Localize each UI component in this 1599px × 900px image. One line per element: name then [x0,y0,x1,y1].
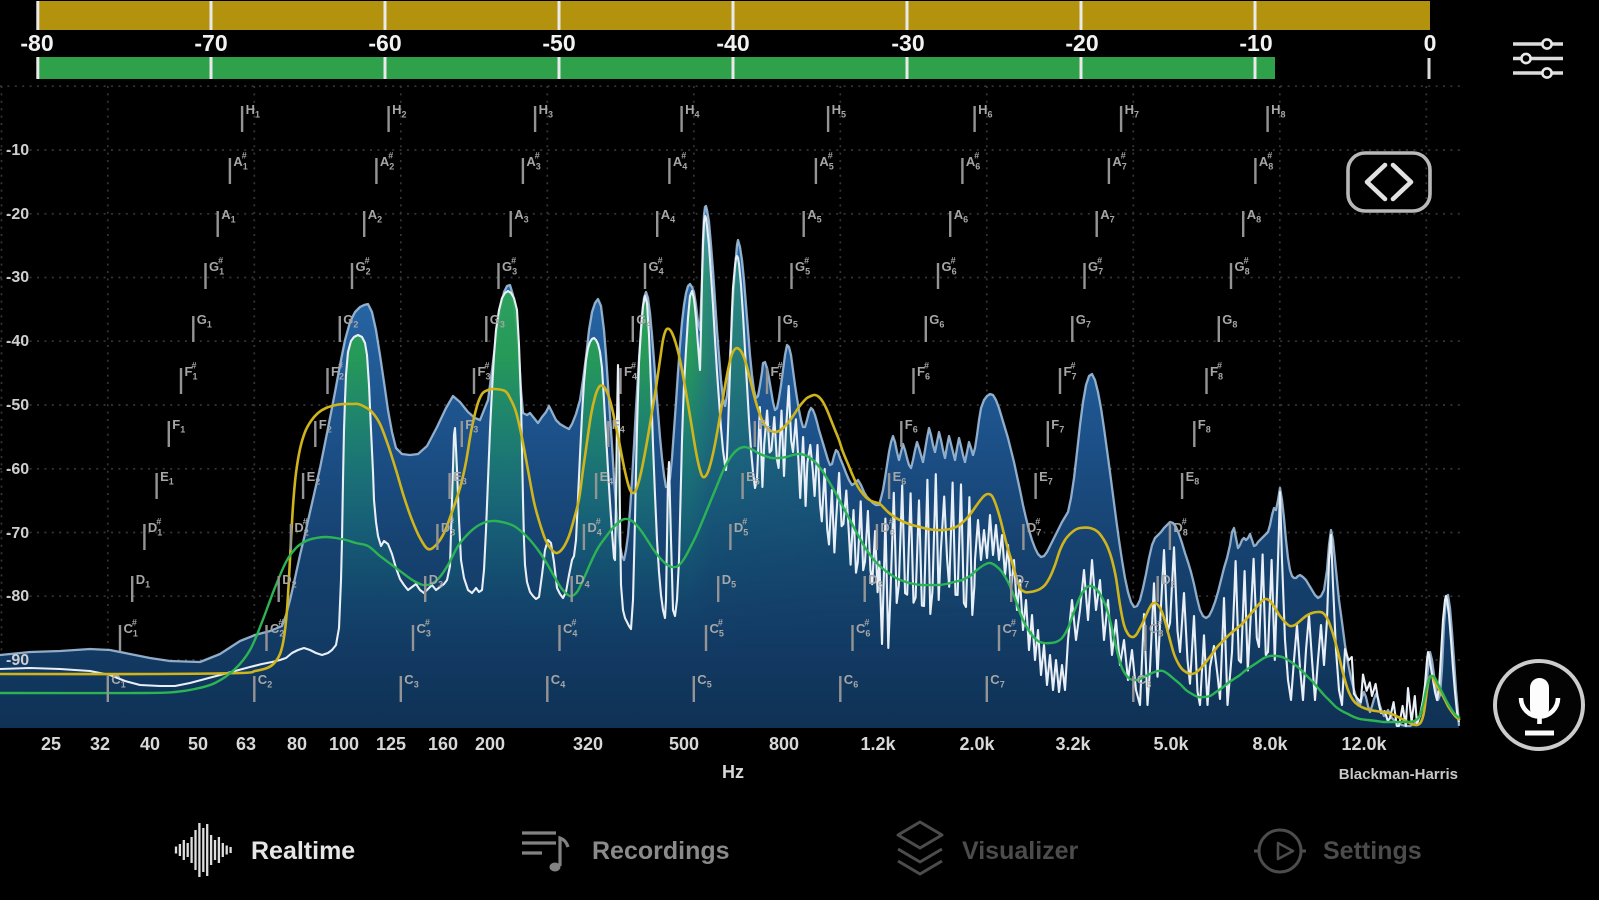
svg-text:Recordings: Recordings [592,837,730,865]
svg-text:G6#: G6# [942,256,957,277]
svg-text:Hz: Hz [722,762,744,782]
svg-text:F8#: F8# [1210,361,1223,382]
svg-text:D3#: D3# [441,517,455,538]
svg-text:D8#: D8# [1173,517,1187,538]
svg-text:-50: -50 [6,397,29,414]
svg-text:A2#: A2# [380,151,394,172]
svg-text:Visualizer: Visualizer [962,837,1079,865]
svg-text:-10: -10 [6,142,29,159]
svg-text:800: 800 [769,734,799,754]
svg-text:A1#: A1# [233,151,247,172]
svg-text:F1#: F1# [185,361,198,382]
svg-text:200: 200 [475,734,505,754]
svg-text:F4#: F4# [624,361,637,382]
svg-text:50: 50 [188,734,208,754]
svg-text:C4#: C4# [563,618,577,639]
svg-text:125: 125 [376,734,406,754]
svg-text:-60: -60 [6,461,29,478]
svg-text:-30: -30 [891,30,924,56]
svg-text:C5#: C5# [710,618,724,639]
svg-text:-30: -30 [6,269,29,286]
svg-text:-70: -70 [194,30,227,56]
svg-text:G3#: G3# [502,256,517,277]
svg-text:500: 500 [669,734,699,754]
svg-text:2.0k: 2.0k [959,734,995,754]
svg-text:Blackman-Harris: Blackman-Harris [1339,766,1458,783]
svg-text:C3#: C3# [417,618,431,639]
svg-text:C2#: C2# [270,618,284,639]
svg-text:F6#: F6# [917,361,930,382]
svg-text:C6#: C6# [856,618,870,639]
svg-text:D4#: D4# [587,517,601,538]
svg-text:F2#: F2# [331,361,344,382]
svg-text:G1#: G1# [209,256,224,277]
svg-text:A8#: A8# [1259,151,1273,172]
svg-text:C1#: C1# [124,618,138,639]
svg-text:32: 32 [90,734,110,754]
svg-text:-80: -80 [6,588,29,605]
svg-text:80: 80 [287,734,307,754]
svg-text:-40: -40 [6,333,29,350]
svg-text:G5#: G5# [795,256,810,277]
svg-text:A5#: A5# [819,151,833,172]
svg-text:-50: -50 [542,30,575,56]
svg-text:1.2k: 1.2k [860,734,896,754]
svg-text:100: 100 [329,734,359,754]
svg-text:G2#: G2# [356,256,371,277]
svg-text:D5#: D5# [734,517,748,538]
svg-text:A7#: A7# [1112,151,1126,172]
svg-text:-10: -10 [1239,30,1272,56]
svg-text:8.0k: 8.0k [1252,734,1288,754]
svg-text:F5#: F5# [771,361,784,382]
svg-text:-80: -80 [20,30,53,56]
svg-text:-60: -60 [368,30,401,56]
svg-text:C7#: C7# [1003,618,1017,639]
svg-text:F7#: F7# [1064,361,1077,382]
svg-text:0: 0 [1424,30,1437,56]
svg-text:25: 25 [41,734,61,754]
svg-text:-70: -70 [6,525,29,542]
svg-text:D1#: D1# [148,517,162,538]
svg-text:3.2k: 3.2k [1055,734,1091,754]
svg-text:Realtime: Realtime [251,837,355,865]
svg-text:G4#: G4# [649,256,664,277]
svg-text:G7#: G7# [1088,256,1103,277]
svg-text:320: 320 [573,734,603,754]
svg-text:5.0k: 5.0k [1153,734,1189,754]
svg-text:D6#: D6# [880,517,894,538]
svg-text:63: 63 [236,734,256,754]
svg-text:40: 40 [140,734,160,754]
svg-text:Settings: Settings [1323,837,1422,865]
svg-text:A6#: A6# [966,151,980,172]
svg-text:-40: -40 [716,30,749,56]
svg-text:G8#: G8# [1235,256,1250,277]
svg-text:12.0k: 12.0k [1341,734,1387,754]
svg-text:A4#: A4# [673,151,687,172]
svg-text:160: 160 [428,734,458,754]
svg-text:D7#: D7# [1027,517,1041,538]
svg-text:-20: -20 [1065,30,1098,56]
svg-text:F3#: F3# [478,361,491,382]
svg-text:C8#: C8# [1149,618,1163,639]
svg-text:-90: -90 [6,652,29,669]
svg-text:D2#: D2# [294,517,308,538]
svg-text:-20: -20 [6,206,29,223]
svg-text:A3#: A3# [526,151,540,172]
